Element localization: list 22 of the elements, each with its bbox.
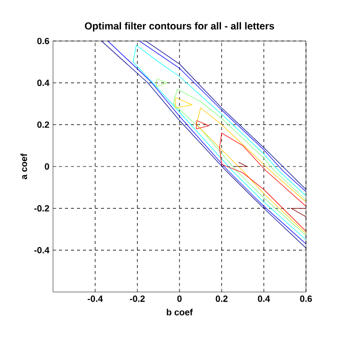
chart-title: Optimal filter contours for all - all letters bbox=[84, 22, 274, 32]
x-tick-label: -0.2 bbox=[130, 296, 145, 302]
y-tick-label: -0.2 bbox=[34, 205, 50, 212]
y-axis-title: a coef bbox=[20, 153, 28, 180]
line-series bbox=[196, 120, 210, 130]
x-tick-label: 0.2 bbox=[216, 296, 228, 302]
line-series bbox=[174, 97, 192, 108]
x-axis-title: b coef bbox=[166, 308, 193, 316]
x-tick-label: 0.4 bbox=[258, 296, 270, 302]
y-tick-label: 0.2 bbox=[37, 121, 50, 128]
x-tick-label: -0.4 bbox=[88, 296, 103, 302]
y-tick-label: 0 bbox=[44, 163, 50, 170]
line-series bbox=[196, 108, 306, 234]
line-series bbox=[132, 44, 306, 240]
y-tick-label: -0.4 bbox=[34, 246, 50, 254]
x-tick-label: 0 bbox=[177, 296, 182, 302]
line-series bbox=[219, 132, 306, 232]
y-tick-label: 0.6 bbox=[37, 38, 50, 44]
x-tick-label: 0.6 bbox=[300, 296, 312, 302]
line-series bbox=[156, 78, 168, 88]
line-series bbox=[172, 88, 306, 236]
y-tick-label: 0.4 bbox=[37, 80, 50, 86]
